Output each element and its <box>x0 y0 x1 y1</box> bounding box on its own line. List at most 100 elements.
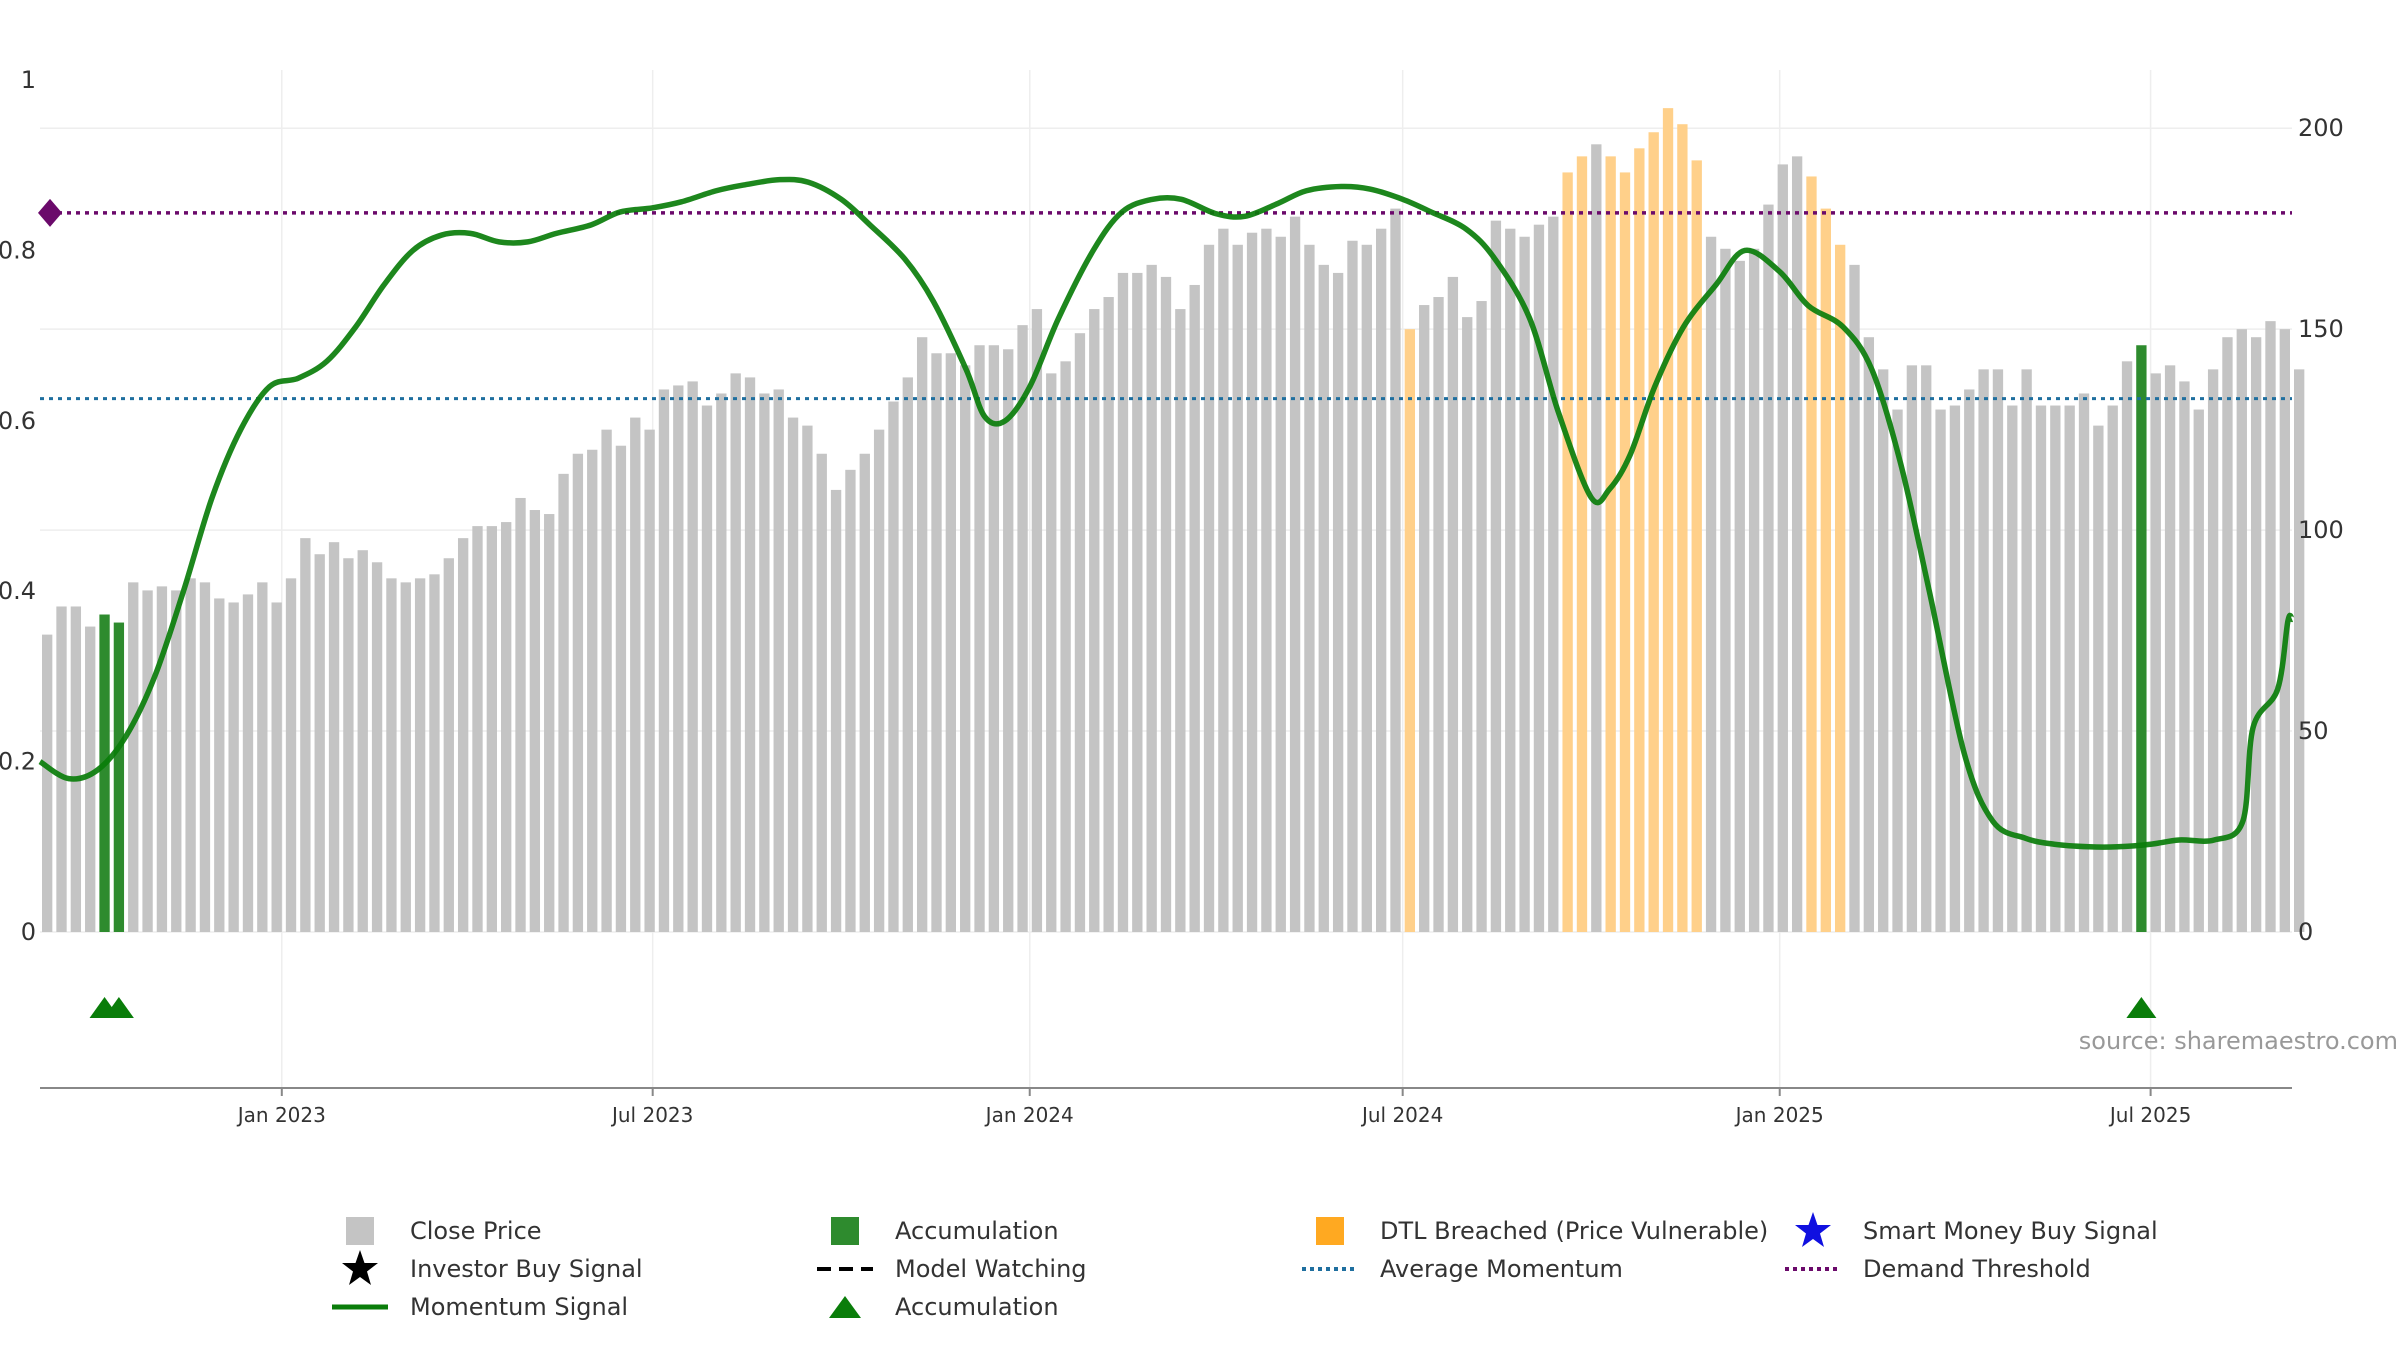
close-price-bar <box>1031 309 1043 933</box>
close-price-bar <box>1906 365 1918 933</box>
green-square-icon <box>815 1212 875 1250</box>
close-price-bar <box>2078 393 2090 933</box>
close-price-bar <box>142 590 153 932</box>
close-price-bar <box>916 337 928 933</box>
legend-item-accumulation-bar: Accumulation <box>815 1212 1059 1250</box>
dtl-breached-bar <box>1677 124 1688 933</box>
close-price-bar <box>1132 272 1143 933</box>
close-price-bar <box>1175 309 1186 933</box>
black-dash-line-icon <box>815 1250 875 1288</box>
axes: Jan 2023 Jul 2023 Jan 2024 Jul 2024 Jan 2025… <box>0 66 2344 1127</box>
close-price-bar <box>242 594 254 932</box>
close-price-bar <box>1978 369 1989 932</box>
x-tick-label: Jan 2024 <box>984 1103 1074 1127</box>
close-price-bar <box>730 373 741 933</box>
close-price-bar <box>1878 369 1889 932</box>
close-price-bar <box>859 453 870 932</box>
right-tick-label: 100 <box>2298 516 2344 544</box>
legend-item-momentum-signal: Momentum Signal <box>330 1288 628 1326</box>
close-price-bar <box>1705 236 1717 933</box>
close-price-bar <box>988 345 1000 933</box>
close-price-bar <box>371 562 383 932</box>
close-price-bar <box>1117 272 1129 933</box>
dtl-breached-bar <box>1562 172 1573 932</box>
close-price-bar <box>1375 228 1387 932</box>
close-price-bar <box>1964 389 1975 932</box>
close-price-bar <box>185 578 196 932</box>
close-price-bar <box>1591 144 1602 932</box>
right-tick-label: 0 <box>2298 918 2313 946</box>
close-price-bar <box>1046 373 1057 933</box>
dtl-breached-bar <box>1605 156 1616 932</box>
legend: Close Price Accumulation DTL Breached (P… <box>0 1200 2400 1350</box>
green-line-icon <box>330 1288 390 1326</box>
close-price-bar <box>1017 325 1028 932</box>
purple-dotted-line-icon <box>1783 1250 1843 1288</box>
close-price-bar <box>1734 260 1745 932</box>
close-price-bar <box>1533 224 1545 932</box>
right-tick-label: 200 <box>2298 114 2344 142</box>
close-price-bar <box>1160 276 1172 932</box>
close-price-bar <box>2093 425 2104 932</box>
close-price-bar <box>285 578 297 932</box>
close-price-bar <box>1074 333 1086 932</box>
legend-label: Accumulation <box>895 1293 1059 1321</box>
close-price-bar <box>1361 244 1372 933</box>
blue-star-icon <box>1783 1212 1843 1250</box>
close-price-bar <box>572 453 584 932</box>
close-price-bar <box>472 526 483 932</box>
close-price-bar <box>673 385 684 932</box>
close-price-bar <box>128 582 139 932</box>
demand-threshold-marker <box>38 198 62 227</box>
left-tick-label: 1 <box>21 66 36 94</box>
dtl-breached-bar <box>1576 156 1588 932</box>
close-price-bar <box>271 602 282 932</box>
accumulation-triangle <box>2126 997 2157 1018</box>
close-price-bar <box>1892 409 1903 932</box>
accumulation-bar <box>2136 345 2147 933</box>
close-price-bar <box>1318 264 1329 932</box>
close-price-bar <box>601 429 612 932</box>
momentum-lines <box>38 176 2295 850</box>
close-price-bar <box>1777 164 1788 932</box>
close-price-bar <box>2035 405 2047 932</box>
close-price-bar <box>1490 220 1502 932</box>
close-price-bar <box>1304 244 1315 933</box>
close-price-bar <box>1089 309 1100 933</box>
close-price-bar <box>1332 272 1344 933</box>
close-price-bar <box>343 558 354 932</box>
close-price-bar <box>1275 236 1286 933</box>
source-note: source: sharemaestro.com <box>2079 1027 2398 1055</box>
legend-item-average-momentum: Average Momentum <box>1300 1250 1623 1288</box>
close-price-bar <box>2150 373 2161 933</box>
black-star-icon <box>330 1250 390 1288</box>
close-price-bar <box>443 558 454 932</box>
close-price-bar <box>1763 204 1774 932</box>
legend-label: Demand Threshold <box>1863 1255 2091 1283</box>
legend-item-smart-money: Smart Money Buy Signal <box>1783 1212 2158 1250</box>
close-price-bar <box>1347 240 1358 933</box>
close-price-bar <box>1548 216 1559 933</box>
close-price-bar <box>386 578 397 932</box>
close-price-bar <box>1060 361 1071 932</box>
close-price-bar <box>171 590 182 932</box>
close-price-bar <box>2121 361 2133 932</box>
close-price-bar <box>974 345 985 933</box>
accumulation-bar <box>99 614 110 932</box>
close-price-bar <box>85 626 96 932</box>
close-price-bar <box>2250 337 2262 933</box>
close-price-bar <box>644 429 655 932</box>
legend-label: Investor Buy Signal <box>410 1255 643 1283</box>
close-price-bar <box>587 449 598 932</box>
close-price-bar <box>1261 228 1272 932</box>
close-price-bar <box>1519 236 1530 933</box>
close-price-bar <box>902 377 913 932</box>
orange-square-icon <box>1300 1212 1360 1250</box>
close-price-bar <box>400 582 411 932</box>
close-price-bar <box>1992 369 2004 932</box>
close-price-bar <box>1505 228 1516 932</box>
close-price-bar <box>529 510 541 932</box>
close-price-bar <box>1232 244 1243 933</box>
close-price-bar <box>2164 365 2176 933</box>
